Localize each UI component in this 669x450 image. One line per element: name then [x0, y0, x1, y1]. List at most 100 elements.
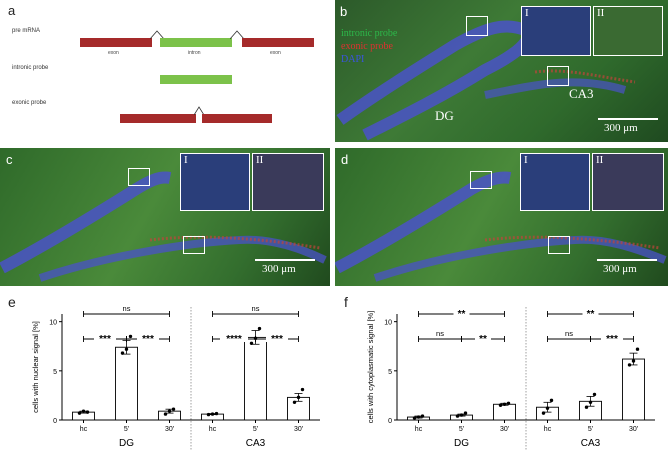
inset-label-II-b: II	[597, 7, 605, 19]
y-axis-label: cells with nuclear signal [%]	[31, 321, 40, 413]
data-point	[635, 347, 640, 351]
inset-II-c	[252, 153, 324, 211]
x-tick-label: 30'	[629, 426, 638, 433]
data-point	[459, 413, 464, 417]
y-tick-label: 5	[53, 369, 57, 376]
exonic-probe-junction	[194, 106, 204, 116]
inset-I-d	[520, 153, 590, 211]
exonic-probe-right-bar	[202, 114, 272, 123]
group-label: CA3	[246, 438, 266, 449]
x-tick-label: 30'	[500, 426, 509, 433]
panel-c-micrograph: c I II 300 μm	[0, 148, 330, 286]
inset-label-II-d: II	[596, 154, 604, 166]
data-point	[163, 412, 168, 416]
hippocampus-band-c	[0, 171, 327, 282]
roi-box-ca3-d	[548, 236, 570, 254]
bar	[244, 336, 267, 421]
panel-label-d: d	[341, 152, 349, 167]
group-label: CA3	[581, 438, 601, 449]
significance-label: ****	[226, 334, 242, 345]
intron-label: intron	[188, 50, 201, 56]
roi-box-ca3-b	[547, 66, 569, 86]
x-tick-label: 5'	[459, 426, 464, 433]
bar	[115, 346, 138, 421]
data-point	[584, 405, 589, 409]
inset-label-I-c: I	[184, 154, 188, 166]
x-tick-label: hc	[544, 426, 552, 433]
data-point	[214, 411, 219, 416]
significance-label-bg	[220, 336, 248, 342]
panel-label-a: a	[8, 3, 16, 18]
exon-left-label: exon	[108, 50, 119, 56]
data-point	[206, 412, 211, 417]
data-point	[128, 334, 133, 339]
y-axis-label: cells with cytoplasmatic signal [%]	[366, 311, 375, 424]
data-point	[627, 363, 632, 367]
data-point	[120, 351, 125, 355]
exonic-probe-label: exonic probe	[12, 100, 47, 106]
inset-label-II-c: II	[256, 154, 264, 166]
inset-I-c	[180, 153, 250, 211]
significance-label: ***	[271, 334, 283, 345]
data-point	[506, 401, 511, 405]
y-tick-label: 10	[49, 320, 57, 327]
inset-II-d	[592, 153, 664, 211]
inset-II-b	[593, 6, 663, 56]
data-point	[85, 410, 90, 414]
panel-d-micrograph: d I II 300 μm	[335, 148, 668, 286]
splice-junction-right	[230, 30, 244, 40]
scale-label-b: 300 μm	[604, 122, 638, 134]
pre-mrna-label: pre mRNA	[12, 28, 41, 34]
data-point	[412, 416, 417, 420]
data-point	[416, 415, 421, 419]
panel-label-e: e	[8, 294, 16, 310]
scale-label-d: 300 μm	[603, 263, 637, 275]
y-tick-label: 0	[388, 418, 392, 425]
intronic-probe-bar	[160, 75, 232, 84]
x-tick-label: 30'	[165, 426, 174, 433]
inset-I-b	[521, 6, 591, 56]
hippocampus-band-d	[335, 171, 667, 282]
data-point	[249, 341, 254, 345]
data-point	[502, 402, 507, 406]
x-tick-label: 5'	[253, 426, 258, 433]
x-tick-label: 30'	[294, 426, 303, 433]
panel-b-micrograph: b intronic probe exonic probe DAPI I II …	[335, 0, 668, 142]
chart-f: 0 5 10 cells with cytoplasmatic signal [%] D…	[366, 307, 655, 450]
significance-label: **	[458, 309, 466, 320]
x-tick-label: 5'	[588, 426, 593, 433]
roi-box-ca3-c	[183, 236, 205, 254]
significance-label: ***	[99, 334, 111, 345]
x-tick-label: 5'	[124, 426, 129, 433]
y-tick-label: 5	[388, 369, 392, 376]
exon-left-bar	[80, 38, 152, 47]
data-point	[210, 412, 215, 416]
group-label: DG	[454, 438, 469, 449]
y-tick-label: 10	[384, 320, 392, 327]
x-tick-label: hc	[80, 426, 88, 433]
x-tick-label: hc	[415, 426, 423, 433]
significance-label: ***	[606, 334, 618, 345]
panel-label-f: f	[344, 294, 348, 310]
significance-label: ***	[142, 334, 154, 345]
significance-label: ns	[123, 304, 131, 313]
legend-dapi: DAPI	[341, 54, 365, 65]
scalebar-d	[597, 259, 657, 261]
exon-right-bar	[242, 38, 314, 47]
roi-box-dg-b	[466, 16, 488, 36]
data-point	[257, 326, 262, 331]
significance-label-bg	[94, 336, 116, 342]
inset-label-I-d: I	[524, 154, 528, 166]
significance-label-bg	[266, 336, 288, 342]
significance-label: **	[587, 309, 595, 320]
significance-label-bg	[475, 336, 491, 342]
bar	[622, 358, 645, 421]
data-point	[463, 411, 468, 415]
data-point	[455, 414, 460, 418]
exonic-probe-left-bar	[120, 114, 196, 123]
y-tick-label: 0	[53, 418, 57, 425]
legend-intronic-probe: intronic probe	[341, 28, 398, 39]
significance-label-bg	[137, 336, 159, 342]
intron-bar	[160, 38, 232, 47]
splice-junction-left	[150, 30, 164, 40]
